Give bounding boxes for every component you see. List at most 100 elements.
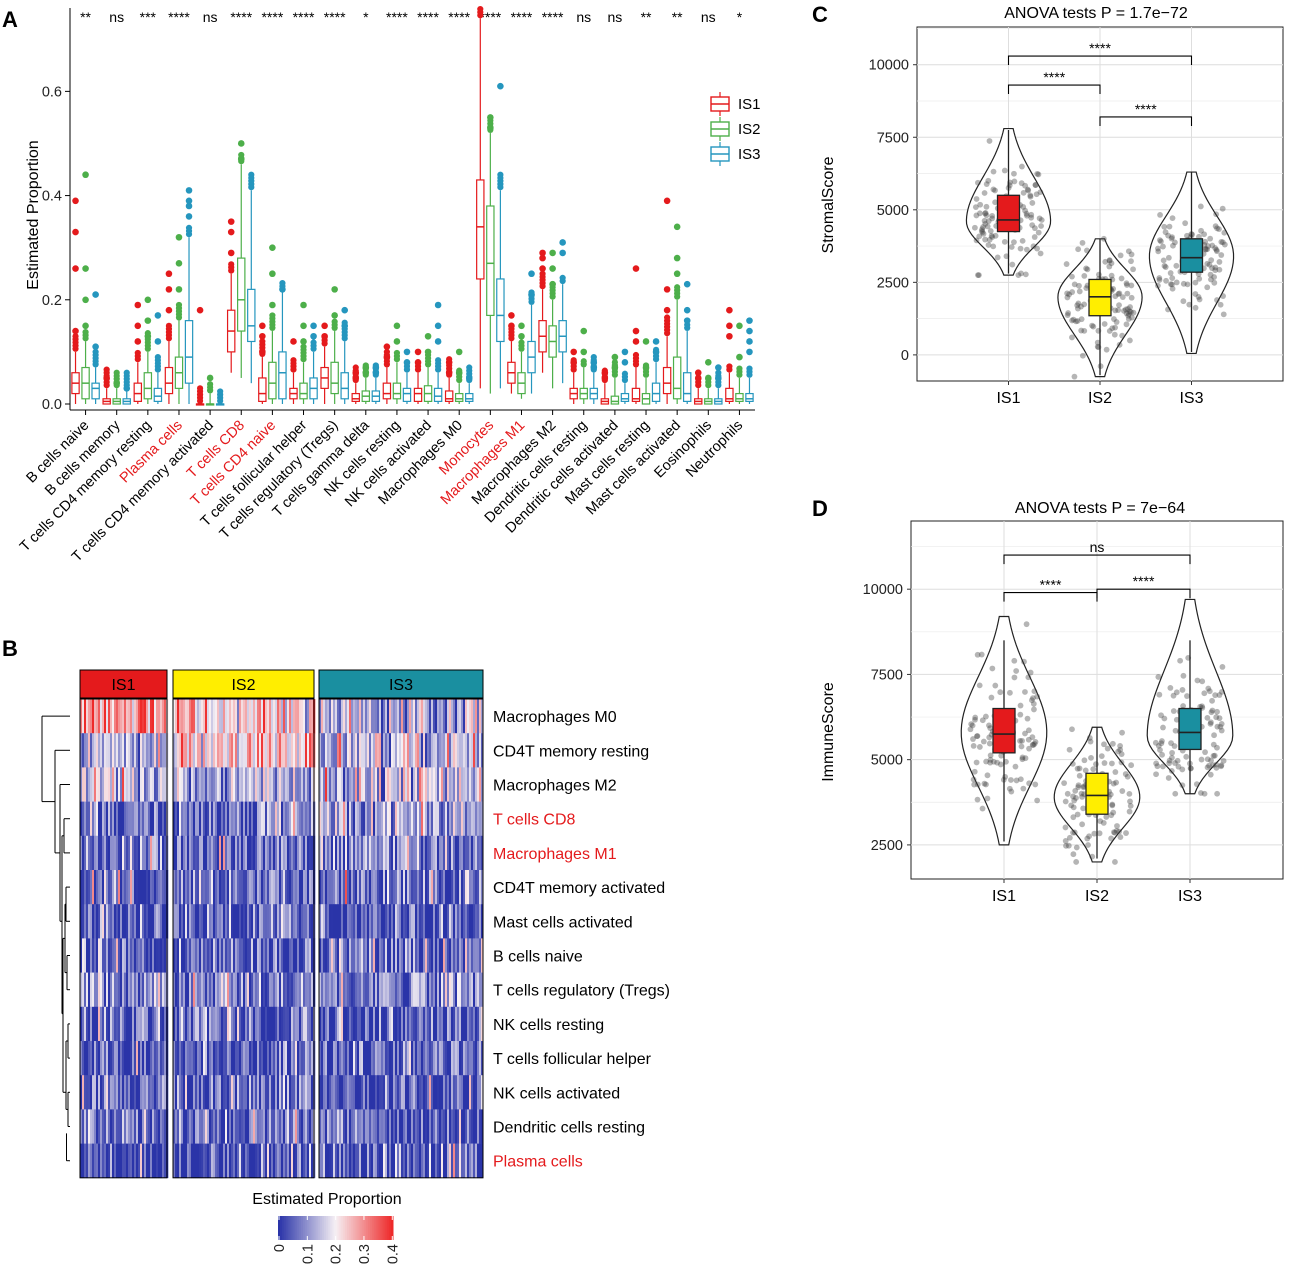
- data-point: [1180, 672, 1187, 679]
- data-point: [1155, 742, 1162, 749]
- heatmap-cell: [401, 801, 404, 837]
- heatmap-cell: [217, 801, 220, 837]
- data-point: [1186, 301, 1193, 308]
- heatmap-cell: [449, 1143, 452, 1179]
- heatmap-cell: [263, 801, 266, 837]
- heatmap-cell: [311, 1006, 314, 1042]
- heatmap-cell: [102, 835, 105, 871]
- data-point: [1163, 277, 1169, 284]
- heatmap-cell: [253, 972, 256, 1008]
- colorbar-segment: [318, 1216, 321, 1240]
- data-point: [1111, 829, 1118, 836]
- heatmap-cell: [353, 972, 356, 1008]
- heatmap-cell: [197, 870, 200, 905]
- heatmap-cell: [112, 1109, 115, 1144]
- data-point: [1207, 771, 1214, 778]
- heatmap-cell: [128, 1075, 131, 1110]
- data-point: [972, 204, 979, 211]
- outlier-point: [300, 322, 307, 330]
- heatmap-cell: [409, 699, 412, 734]
- heatmap-cell: [321, 733, 324, 768]
- heatmap-cell: [158, 1109, 161, 1144]
- heatmap-cell: [459, 733, 462, 768]
- heatmap-cell: [267, 733, 270, 768]
- heatmap-cell: [213, 870, 216, 905]
- data-point: [1019, 737, 1025, 744]
- data-point: [1094, 339, 1101, 346]
- heatmap-cell: [96, 801, 99, 837]
- heatmap-cell: [271, 733, 274, 768]
- heatmap-cell: [82, 870, 85, 905]
- heatmap-cell: [154, 1075, 157, 1110]
- heatmap-cell: [199, 835, 202, 871]
- heatmap-cell: [299, 1075, 302, 1110]
- heatmap-cell: [201, 801, 204, 837]
- panel-d-label: D: [812, 496, 828, 521]
- y-tick-label: 2500: [877, 275, 909, 291]
- heatmap-cell: [179, 870, 182, 905]
- heatmap-cell: [273, 1109, 276, 1144]
- heatmap-cell: [275, 938, 278, 973]
- data-point: [1196, 275, 1203, 282]
- heatmap-cell: [307, 1143, 310, 1179]
- heatmap-cell: [361, 938, 364, 973]
- heatmap-cell: [475, 1041, 478, 1076]
- heatmap-cell: [156, 1075, 159, 1110]
- heatmap-cell: [88, 699, 91, 734]
- heatmap-cell: [211, 1109, 214, 1144]
- data-point: [1083, 265, 1089, 272]
- heatmap-cell: [479, 733, 482, 768]
- heatmap-cell: [303, 1143, 306, 1179]
- heatmap-cell: [187, 699, 190, 734]
- heatmap-cell: [463, 699, 466, 734]
- heatmap-cell: [86, 1006, 89, 1042]
- heatmap-cell: [343, 1006, 346, 1042]
- heatmap-cell: [243, 972, 246, 1008]
- heatmap-cell: [469, 801, 472, 837]
- heatmap-cell: [211, 1143, 214, 1179]
- data-point: [1219, 239, 1226, 246]
- heatmap-cell: [205, 801, 208, 837]
- data-point: [970, 776, 977, 783]
- heatmap-cell: [164, 1006, 167, 1042]
- heatmap-cell: [275, 1041, 278, 1076]
- heatmap-cell: [381, 835, 384, 871]
- heatmap-cell: [407, 835, 410, 871]
- heatmap-cell: [259, 1075, 262, 1110]
- heatmap-cell: [473, 870, 476, 905]
- heatmap-cell: [369, 733, 372, 768]
- heatmap-cell: [82, 1143, 85, 1179]
- outlier-point: [684, 321, 691, 328]
- heatmap-cell: [303, 870, 306, 905]
- heatmap-cell: [90, 733, 93, 768]
- heatmap-cell: [173, 1006, 176, 1042]
- heatmap-cell: [399, 870, 402, 905]
- heatmap-cell: [225, 699, 228, 734]
- data-point: [1018, 270, 1024, 277]
- outlier-point: [456, 367, 463, 374]
- data-point: [1219, 688, 1225, 695]
- heatmap-cell: [80, 1109, 83, 1144]
- heatmap-cell: [223, 1006, 226, 1042]
- box-is2: [1085, 772, 1109, 815]
- heatmap-cell: [383, 1041, 386, 1076]
- heatmap-cell: [181, 1143, 184, 1179]
- heatmap-cell: [140, 1143, 143, 1179]
- data-point: [1074, 765, 1081, 772]
- heatmap-cell: [267, 801, 270, 837]
- heatmap-cell: [237, 767, 240, 802]
- data-point: [1169, 281, 1175, 288]
- heatmap-cell: [323, 1143, 326, 1179]
- outlier-point: [144, 296, 152, 304]
- heatmap-cell: [84, 1109, 87, 1144]
- heatmap-cell: [377, 870, 380, 905]
- heatmap-cell: [473, 972, 476, 1008]
- heatmap-cell: [177, 733, 180, 768]
- heatmap-cell: [459, 699, 462, 734]
- heatmap-cell: [373, 938, 376, 973]
- heatmap-cell: [457, 699, 460, 734]
- heatmap-cell: [114, 1109, 117, 1144]
- heatmap-cell: [363, 972, 366, 1008]
- colorbar-segment: [324, 1216, 327, 1240]
- colorbar-segment: [302, 1216, 306, 1240]
